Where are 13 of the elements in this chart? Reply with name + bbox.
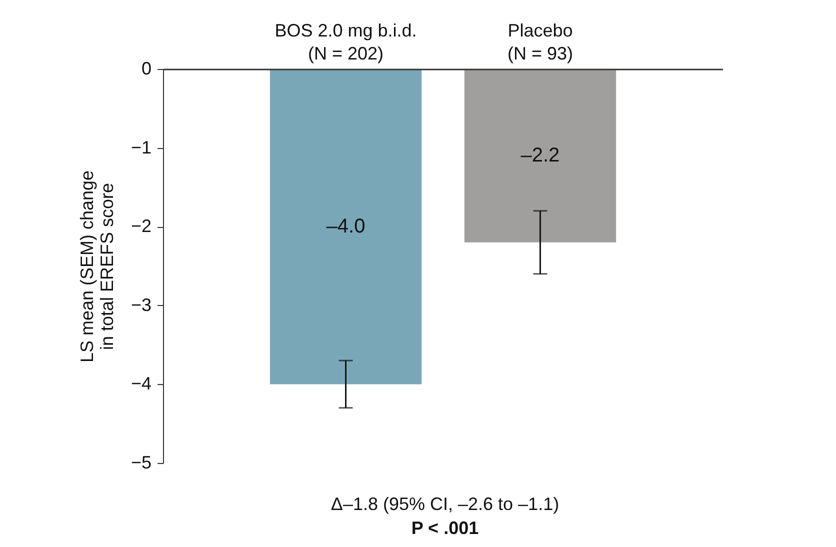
y-axis-title: LS mean (SEM) change in total EREFS score: [76, 170, 117, 363]
y-tick-label: −1: [130, 137, 152, 158]
y-tick-label: −3: [130, 294, 152, 315]
x-tick-label: Placebo (N = 93): [507, 20, 573, 64]
y-tick-label: −2: [130, 216, 152, 236]
data-label: –4.0: [326, 216, 366, 238]
y-tick-label: −4: [130, 374, 152, 394]
text: P < .001: [410, 518, 480, 539]
y-tick-label: −5: [130, 452, 152, 472]
data-label: –2.2: [520, 144, 560, 167]
y-tick-label: 0: [141, 58, 152, 78]
x-tick-label: BOS 2.0 mg b.i.d. (N = 202): [274, 20, 417, 64]
text: Δ–1.8 (95% CI, –2.6 to –1.1): [330, 494, 560, 515]
